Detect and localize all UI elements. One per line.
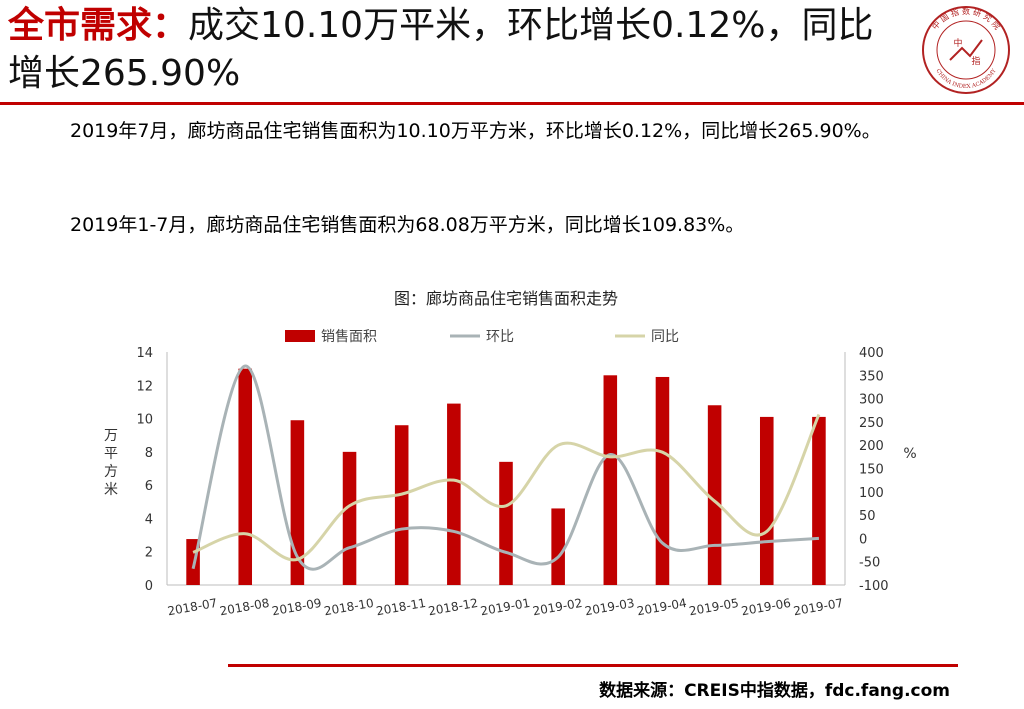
y-tick-label: 8	[145, 446, 153, 461]
summary-paragraph-1: 2019年7月，廊坊商品住宅销售面积为10.10万平方米，环比增长0.12%，同…	[70, 120, 881, 142]
title-keyword: 全市需求：	[8, 5, 189, 46]
logo-center-left: 中	[953, 37, 962, 49]
bar-2018-09	[290, 420, 305, 585]
y-axis-label-char: 方	[104, 464, 118, 480]
y2-tick-label: 350	[859, 369, 884, 384]
y2-tick-label: 200	[859, 439, 884, 454]
bar-2019-07	[812, 416, 826, 585]
y-tick-label: 6	[145, 479, 153, 494]
x-tick-label: 2018-09	[271, 596, 323, 618]
legend-label-销售面积: 销售面积	[321, 329, 377, 345]
title-rest: 成交10.10万平米，环比增长0.12%，同比增长265.90%	[8, 5, 874, 94]
bar-2019-02	[551, 508, 565, 585]
china-index-academy-logo: 中 国 指 数 研 究 院 CHINA INDEX ACADEMY 中 指	[922, 6, 1010, 94]
y-tick-label: 2	[145, 546, 153, 561]
y2-tick-label: 0	[859, 532, 867, 547]
y2-tick-label: 150	[859, 463, 884, 478]
y-tick-label: 4	[145, 512, 153, 527]
y2-tick-label: 50	[859, 509, 876, 524]
x-tick-label: 2019-06	[740, 596, 792, 618]
x-tick-label: 2019-02	[532, 596, 584, 618]
legend-label-环比: 环比	[486, 329, 514, 345]
bar-2019-04	[655, 376, 670, 585]
bar-2019-06	[759, 416, 774, 585]
y2-tick-label: -50	[859, 556, 880, 571]
y-tick-label: 0	[145, 579, 153, 594]
page-title: 全市需求：成交10.10万平米，环比增长0.12%，同比增长265.90%	[8, 2, 908, 98]
logo-center-right: 指	[971, 55, 980, 67]
y-tick-label: 12	[136, 379, 153, 394]
footer-divider	[228, 664, 958, 667]
data-source: 数据来源：CREIS中指数据，fdc.fang.com	[599, 681, 950, 701]
y-axis-label-char: 米	[104, 482, 118, 498]
y2-axis-label: %	[903, 446, 916, 462]
bar-2019-03	[603, 375, 618, 585]
x-tick-label: 2019-04	[636, 596, 688, 618]
y2-tick-label: 300	[859, 393, 884, 408]
y-axis-label-char: 平	[104, 446, 118, 462]
chart-title: 图：廊坊商品住宅销售面积走势	[394, 289, 618, 308]
bar-2018-11	[394, 425, 409, 585]
bar-2019-05	[707, 405, 722, 585]
x-tick-label: 2018-08	[219, 596, 271, 618]
y-tick-label: 14	[136, 346, 153, 361]
x-tick-label: 2018-11	[375, 596, 427, 618]
y2-tick-label: 250	[859, 416, 884, 431]
y2-tick-label: -100	[859, 579, 889, 594]
y2-tick-label: 400	[859, 346, 884, 361]
bar-2018-08	[238, 368, 253, 585]
x-tick-label: 2018-07	[166, 596, 218, 618]
summary-paragraph-2: 2019年1-7月，廊坊商品住宅销售面积为68.08万平方米，同比增长109.8…	[70, 214, 745, 236]
x-tick-label: 2019-07	[792, 596, 844, 618]
legend-swatch-销售面积	[285, 330, 315, 342]
x-tick-label: 2019-01	[479, 596, 531, 618]
bar-2019-01	[499, 461, 513, 585]
x-tick-label: 2018-10	[323, 596, 375, 618]
x-tick-label: 2019-03	[584, 596, 636, 618]
logo-text-top: 中 国 指 数 研 究 院	[930, 6, 1003, 31]
bar-2018-10	[342, 451, 357, 585]
line-series-环比	[191, 364, 820, 571]
y-axis-label-char: 万	[104, 428, 118, 444]
line-series-同比	[192, 413, 821, 562]
x-tick-label: 2019-05	[688, 596, 740, 618]
x-tick-label: 2018-12	[427, 596, 479, 618]
y2-tick-label: 100	[859, 486, 884, 501]
y-tick-label: 10	[136, 413, 153, 428]
legend-label-同比: 同比	[651, 329, 679, 345]
bar-2018-12	[447, 403, 461, 585]
header-divider	[0, 102, 1024, 105]
